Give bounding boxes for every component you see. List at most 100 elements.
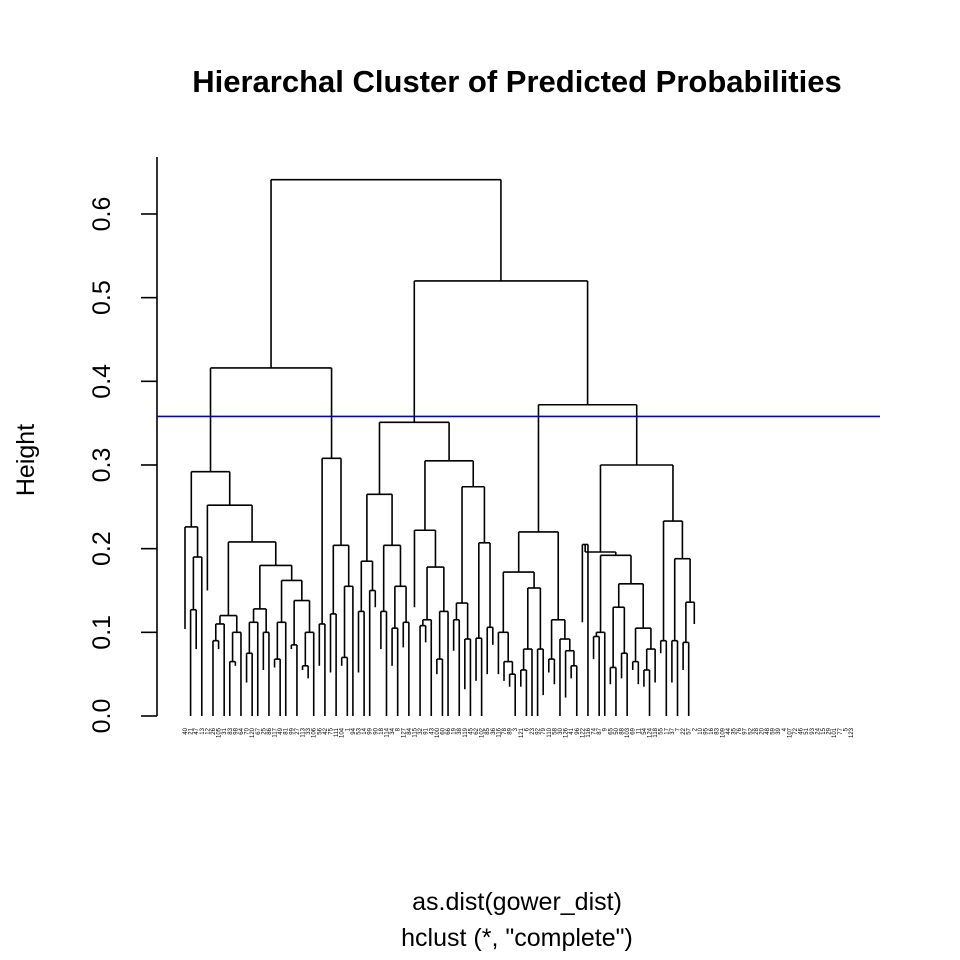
leaf-label: 34	[390, 727, 396, 734]
leaf-label: 28	[754, 727, 760, 734]
leaf-label: 117	[273, 727, 279, 737]
leaf-label: 65	[608, 727, 614, 734]
leaf-label: 12	[205, 727, 211, 734]
leaf-label: 20	[759, 727, 765, 734]
leaf-label: 83	[715, 727, 721, 734]
leaf-label: 23	[530, 727, 536, 734]
leaf-label: 22	[681, 727, 687, 734]
leaf-label: 116	[586, 727, 592, 737]
leaf-label: 60	[440, 727, 446, 734]
leaf-label: 83	[228, 727, 234, 734]
leaf-label: 110	[547, 727, 553, 737]
leaf-label: 1	[345, 727, 351, 731]
leaf-label: 124	[648, 727, 654, 738]
y-tick-label: 0.0	[88, 699, 116, 734]
leaf-label: 126	[564, 727, 570, 738]
leaf-label: 17	[664, 727, 670, 734]
leaf-label: 111	[334, 727, 340, 737]
dendrogram-tree	[184, 178, 696, 716]
leaf-label: 24	[815, 727, 821, 734]
leaf-label: 31	[222, 727, 228, 734]
y-tick-label: 0.2	[88, 531, 116, 566]
leaf-label: 3	[513, 727, 519, 731]
leaf-label: 30	[558, 727, 564, 734]
leaf-label: 37	[670, 727, 676, 734]
y-tick-label: 0.3	[88, 448, 116, 483]
leaf-label: 14	[362, 727, 368, 734]
leaf-label: 119	[463, 727, 469, 737]
chart-title: Hierarchal Cluster of Predicted Probabil…	[192, 64, 841, 99]
leaf-label: 15	[821, 727, 827, 734]
leaf-label: 13	[200, 727, 206, 734]
leaf-label: 69	[631, 727, 637, 734]
leaf-label: 33	[306, 727, 312, 734]
leaf-label: 95	[703, 727, 709, 734]
leaf-label: 26	[211, 727, 217, 734]
leaf-label: 16	[709, 727, 715, 734]
leaf-label: 47	[194, 727, 200, 734]
leaf-label: 4	[782, 727, 788, 731]
leaf-label: 113	[301, 727, 307, 737]
y-tick-label: 0.4	[88, 364, 116, 399]
leaf-label: 88	[620, 727, 626, 734]
leaf-label: 70	[245, 727, 251, 734]
leaf-label: 103	[625, 727, 631, 738]
leaf-label: 57	[687, 727, 693, 734]
y-axis-label: Height	[12, 424, 40, 496]
leaf-label: 78	[502, 727, 508, 734]
leaf-label: 97	[743, 727, 749, 734]
leaf-label: 100	[435, 727, 441, 738]
leaf-label: 75	[329, 727, 335, 734]
leaf-label: 25	[261, 727, 267, 734]
leaf-label: 19	[452, 727, 458, 734]
leaf-label: 90	[373, 727, 379, 734]
leaf-label: 77	[838, 727, 844, 734]
leaf-label: 102	[480, 727, 486, 738]
leaf-label: 66	[446, 727, 452, 734]
leaf-label: 89	[508, 727, 514, 734]
leaf-label: 76	[737, 727, 743, 734]
y-tick-label: 0.1	[88, 615, 116, 650]
leaf-label: 123	[849, 727, 855, 738]
leaf-label: 45	[468, 727, 474, 734]
leaf-label: 81	[284, 727, 290, 734]
leaf-label: 18	[379, 727, 385, 734]
leaf-label: 8	[396, 727, 402, 731]
leaf-label: 86	[267, 727, 273, 734]
leaf-label: 36	[491, 727, 497, 734]
leaf-label: 52	[748, 727, 754, 734]
leaf-label: 11	[636, 727, 642, 734]
leaf-label: 6	[524, 727, 530, 731]
leaf-label: 109	[720, 727, 726, 738]
leaf-label: 120	[250, 727, 256, 738]
leaf-label: 38	[457, 727, 463, 734]
leaf-label: 21	[189, 727, 195, 734]
leaf-label: 53	[356, 727, 362, 734]
leaf-label: 29	[827, 727, 833, 734]
leaf-label: 49	[278, 727, 284, 734]
leaf-label: 62	[474, 727, 480, 734]
method-subtitle: hclust (*, "complete")	[401, 924, 633, 952]
leaf-label: 32	[418, 727, 424, 734]
leaf-label: 72	[793, 727, 799, 734]
leaf-label: 106	[312, 727, 318, 738]
leaf-label: 9	[603, 727, 609, 731]
leaf-label: 93	[810, 727, 816, 734]
leaf-label: 41	[569, 727, 575, 734]
leaf-label: 114	[384, 727, 390, 737]
leaf-label: 99	[289, 727, 295, 734]
leaf-label: 116	[496, 727, 502, 737]
leaf-label: 7	[676, 727, 682, 731]
y-axis: 0.0 0.1 0.2 0.3 0.4 0.5 0.6	[88, 157, 158, 734]
leaf-label: 107	[787, 727, 793, 738]
leaf-label: 121	[519, 727, 525, 738]
leaf-label: 27	[295, 727, 301, 734]
leaf-label: 10	[698, 727, 704, 734]
leaf-label: 101	[832, 727, 838, 738]
leaf-label: 127	[401, 727, 407, 738]
leaf-label: 35	[731, 727, 737, 734]
leaf-label: 74	[592, 727, 598, 734]
leaf-label: 99	[368, 727, 374, 734]
leaf-labels: 40 21 47 13 12 26 105 31 83 98 64 70 120 67 25 86 117 49 8…	[183, 727, 855, 738]
